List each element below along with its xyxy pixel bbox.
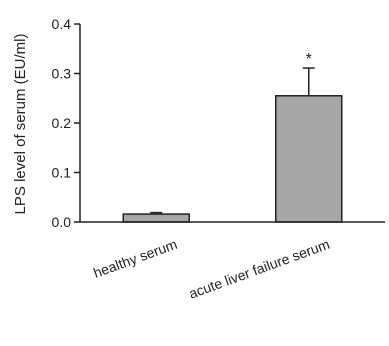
significance-marker: *	[306, 51, 312, 68]
x-category-label: acute liver failure serum	[187, 236, 332, 302]
y-tick-label: 0.1	[52, 165, 72, 181]
y-tick-label: 0.2	[52, 115, 72, 131]
bar	[122, 213, 190, 223]
bar	[275, 95, 343, 223]
y-tick-label: 0.3	[52, 66, 72, 82]
y-tick-label: 0.0	[52, 214, 72, 230]
y-tick-label: 0.4	[52, 16, 72, 32]
y-axis-title: LPS level of serum (EU/ml)	[12, 34, 29, 215]
x-category-label: healthy serum	[91, 236, 179, 281]
